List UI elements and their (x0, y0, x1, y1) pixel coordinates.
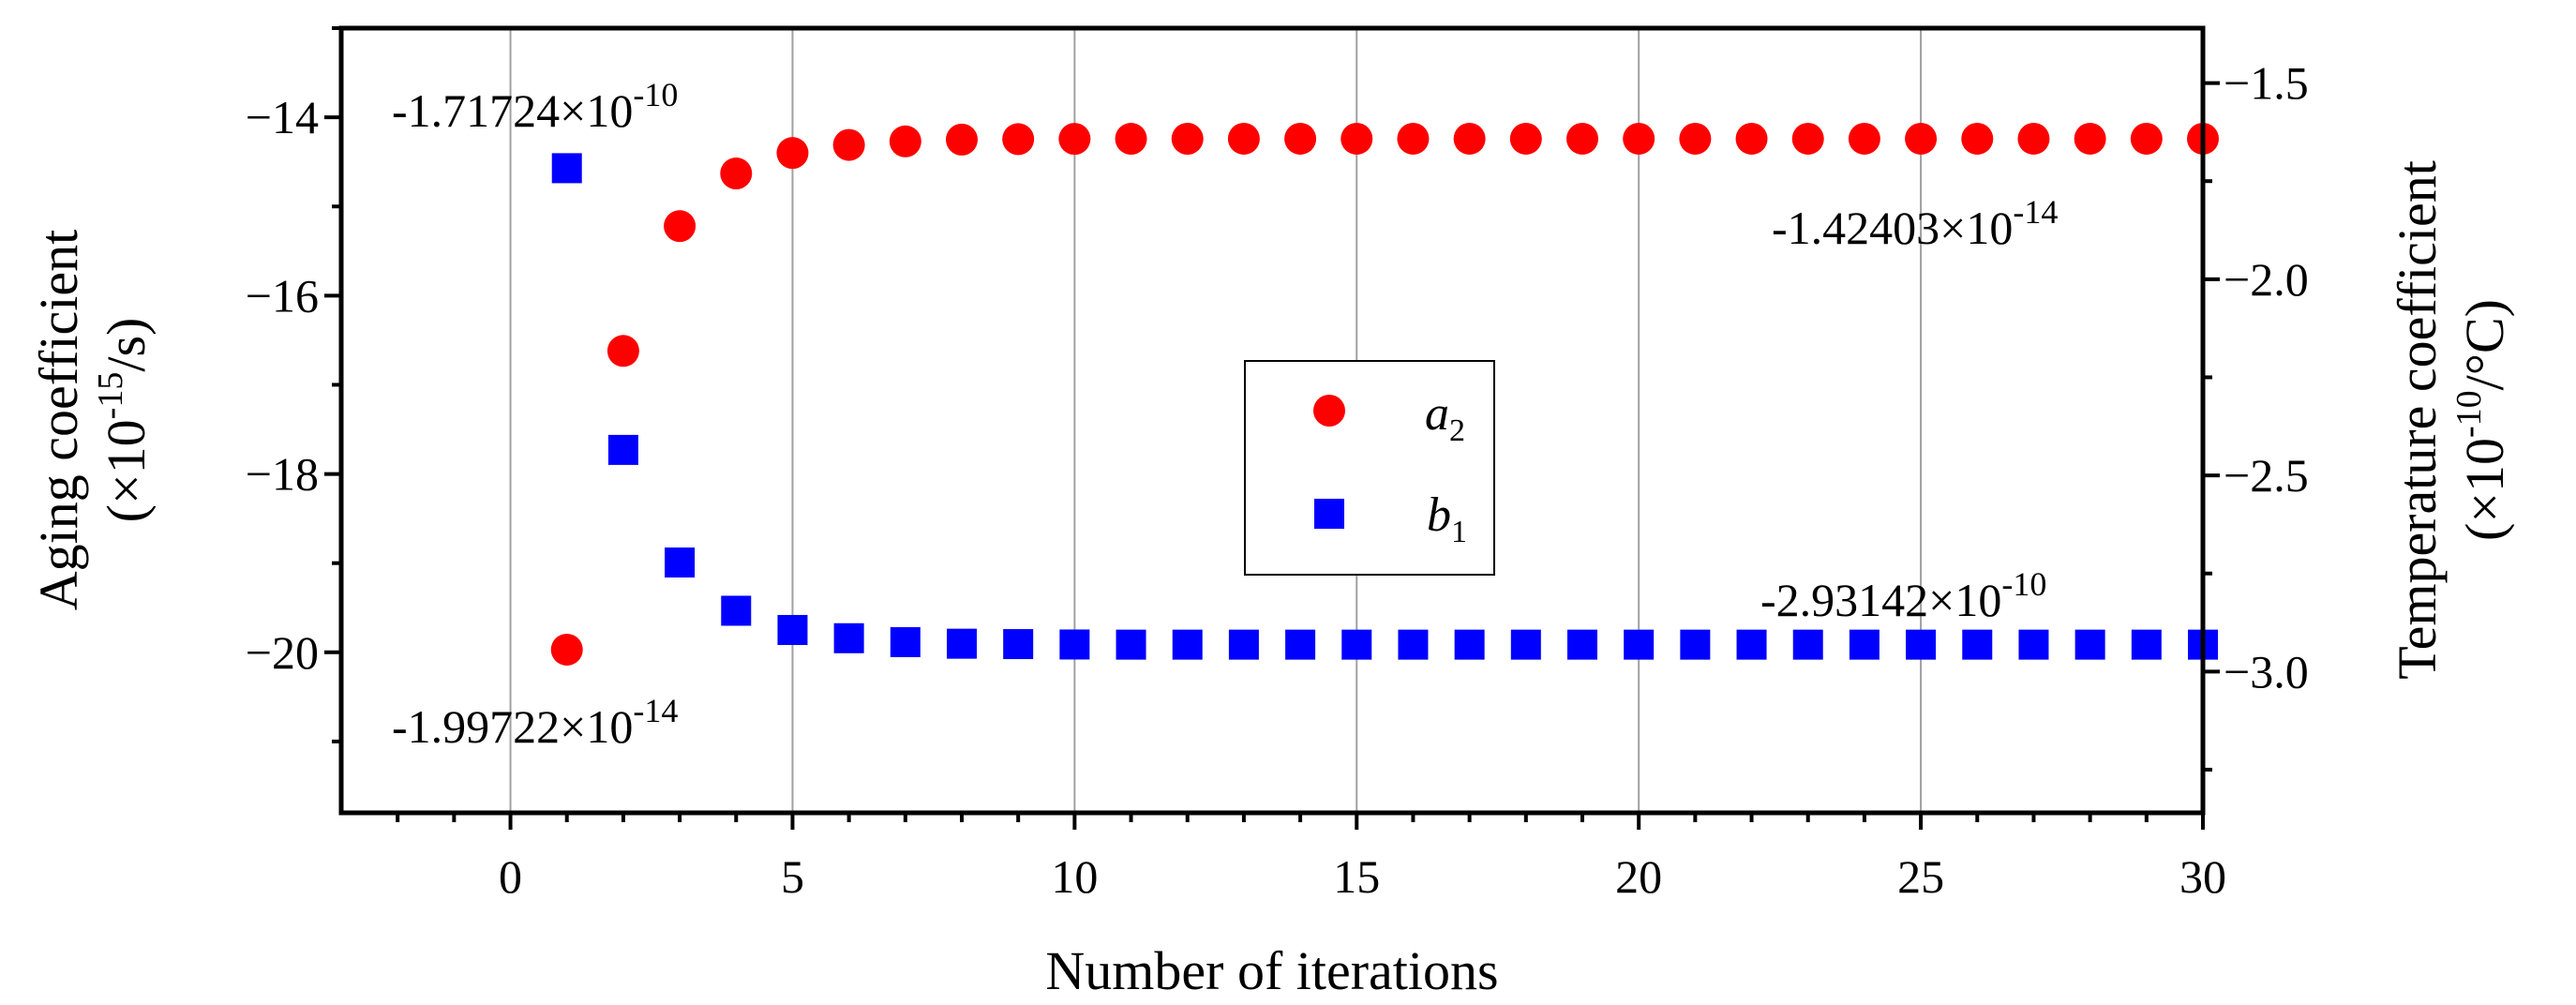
point-b1 (1398, 629, 1429, 660)
point-a2 (664, 210, 696, 243)
point-b1 (607, 434, 638, 465)
point-b1 (1792, 629, 1823, 660)
point-a2 (550, 633, 583, 666)
point-a2 (1905, 122, 1938, 155)
point-a2 (1284, 122, 1317, 155)
point-b1 (1567, 629, 1597, 660)
point-b1 (2131, 629, 2162, 660)
point-a2 (1566, 122, 1598, 155)
point-b1 (833, 622, 864, 653)
x-tick-label: 10 (1051, 850, 1098, 903)
point-b1 (1849, 629, 1880, 660)
point-a2 (1623, 122, 1655, 155)
point-b1 (665, 547, 696, 578)
y-right-tick-label: −2.5 (2224, 449, 2309, 502)
y-right-title: Temperature coefficient (×10-10/°C) (2387, 160, 2515, 680)
point-a2 (832, 128, 865, 161)
legend-b1-marker (1314, 499, 1344, 529)
point-a2 (776, 137, 809, 170)
point-a2 (1735, 122, 1768, 155)
legend-b1-label: b1 (1427, 488, 1467, 549)
y-right-tick-label: −1.5 (2224, 57, 2309, 110)
x-tick-label: 0 (499, 850, 522, 903)
point-b1 (1680, 629, 1711, 660)
y-left-tick-label: −14 (246, 91, 319, 143)
point-b1 (947, 628, 977, 659)
point-b1 (1228, 629, 1259, 660)
point-a2 (2130, 122, 2163, 155)
point-a2 (1115, 123, 1147, 156)
legend: a2 b1 (1244, 360, 1495, 576)
point-b1 (1906, 629, 1937, 660)
point-b1 (2074, 629, 2105, 660)
annotation-b1-final: -2.93142×10-10 (1760, 565, 2046, 626)
point-b1 (551, 153, 582, 184)
point-a2 (889, 125, 921, 158)
point-a2 (1002, 123, 1035, 156)
point-a2 (1453, 122, 1486, 155)
point-b1 (1172, 629, 1203, 660)
point-b1 (721, 595, 752, 626)
point-a2 (1058, 123, 1091, 156)
annotation-a2-start: -1.99722×10-14 (392, 692, 678, 753)
y-left-tick-label: −18 (246, 448, 319, 501)
point-b1 (1736, 629, 1767, 660)
point-a2 (1679, 122, 1712, 155)
legend-box (1244, 360, 1495, 576)
axis-title-line1: Temperature coefficient (2387, 160, 2448, 680)
legend-a2-marker (1313, 395, 1345, 427)
x-tick-label: 30 (2179, 850, 2226, 903)
y-left-tick-label: −16 (246, 269, 319, 322)
point-a2 (1509, 122, 1542, 155)
point-a2 (946, 123, 978, 156)
point-a2 (1791, 122, 1824, 155)
axis-title-line2: (×10-15/s) (91, 318, 157, 523)
annotations: -1.71724×10-10 -1.42403×10-14 -2.93142×1… (392, 76, 2058, 753)
annotation-b1-start: -1.71724×10-10 (392, 76, 678, 137)
point-b1 (1510, 629, 1541, 660)
point-a2 (1171, 122, 1204, 155)
point-a2 (1227, 122, 1260, 155)
y-left-title: Aging coefficient (×10-15/s) (28, 230, 157, 610)
point-a2 (607, 335, 639, 368)
y-right-tick-label: −3.0 (2224, 645, 2309, 698)
axis-title-line1: Aging coefficient (28, 230, 89, 610)
point-a2 (2074, 122, 2106, 155)
axis-title-line2: (×10-10/°C) (2449, 299, 2515, 541)
plot-frame (338, 25, 2206, 816)
point-b1 (890, 626, 921, 657)
point-a2 (2017, 122, 2050, 155)
point-b1 (1454, 629, 1485, 660)
y-right-tick-label: −2.0 (2224, 253, 2309, 306)
point-a2 (1397, 122, 1430, 155)
x-tick-label: 20 (1615, 850, 1662, 903)
axes: 0 5 10 15 20 25 30 −14 −16 −18 −20 −1.5 −2.0 −2.5 −3.0 (246, 26, 2309, 903)
point-b1 (2018, 629, 2049, 660)
x-tick-label: 25 (1897, 850, 1944, 903)
point-a2 (1340, 122, 1373, 155)
point-b1 (1116, 629, 1146, 660)
point-b1 (1059, 629, 1090, 660)
x-tick-label: 5 (781, 850, 804, 903)
series-layer (550, 122, 2219, 666)
x-tick-label: 15 (1333, 850, 1380, 903)
x-axis-title: Number of iterations (1045, 940, 1498, 1001)
point-b1 (1285, 629, 1316, 660)
point-a2 (1961, 122, 1994, 155)
annotation-a2-final: -1.42403×10-14 (1772, 193, 2058, 254)
point-b1 (1003, 629, 1034, 660)
point-b1 (1341, 629, 1372, 660)
point-a2 (720, 158, 753, 190)
point-b1 (777, 614, 808, 645)
y-left-tick-label: −20 (246, 626, 319, 679)
point-b1 (1624, 629, 1655, 660)
point-a2 (1848, 122, 1880, 155)
point-b1 (1962, 629, 1993, 660)
legend-a2-label: a2 (1425, 387, 1465, 448)
